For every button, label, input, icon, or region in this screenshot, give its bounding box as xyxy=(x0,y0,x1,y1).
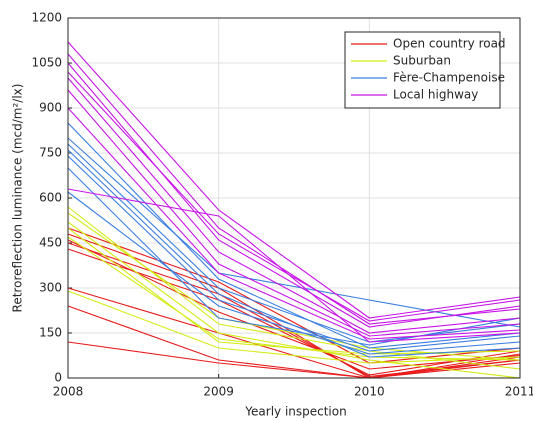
series-line xyxy=(67,89,521,337)
series-line xyxy=(67,221,521,379)
series-line xyxy=(67,149,521,358)
series-line xyxy=(67,239,521,370)
y-tick-label: 0 xyxy=(54,371,62,385)
x-tick-label: 2009 xyxy=(203,385,234,399)
y-tick-label: 150 xyxy=(39,326,62,340)
series-line xyxy=(67,77,521,334)
x-tick-label: 2011 xyxy=(505,385,533,399)
series-line xyxy=(67,41,521,319)
series-line xyxy=(67,305,521,379)
series-line xyxy=(67,188,521,343)
series-line xyxy=(67,212,521,361)
legend-label: Open country road xyxy=(393,37,506,51)
legend-label: Local highway xyxy=(393,88,478,102)
series-line xyxy=(67,71,521,322)
y-tick-label: 300 xyxy=(39,281,62,295)
series-line xyxy=(67,290,521,364)
series-line xyxy=(67,242,521,378)
series-line xyxy=(67,107,521,340)
series-line xyxy=(67,122,521,349)
x-axis-label: Yearly inspection xyxy=(244,405,346,419)
axes-box xyxy=(67,17,521,379)
series-line xyxy=(67,137,521,328)
y-tick-label: 450 xyxy=(39,236,62,250)
series-line xyxy=(67,227,521,364)
y-tick-label: 1050 xyxy=(31,56,62,70)
y-tick-label: 1200 xyxy=(31,11,62,25)
y-axis-label: Retroreflection luminance (mcd/m²/lx) xyxy=(11,84,25,313)
y-tick-label: 750 xyxy=(39,146,62,160)
legend-label: Fère-Champenoise xyxy=(393,71,505,85)
y-tick-label: 600 xyxy=(39,191,62,205)
series-line xyxy=(67,167,521,346)
series-line xyxy=(67,191,521,355)
legend-label: Suburban xyxy=(393,54,451,68)
series-line xyxy=(67,143,521,343)
y-tick-label: 900 xyxy=(39,101,62,115)
series-line xyxy=(67,62,521,328)
x-tick-label: 2010 xyxy=(354,385,385,399)
x-tick-label: 2008 xyxy=(53,385,84,399)
